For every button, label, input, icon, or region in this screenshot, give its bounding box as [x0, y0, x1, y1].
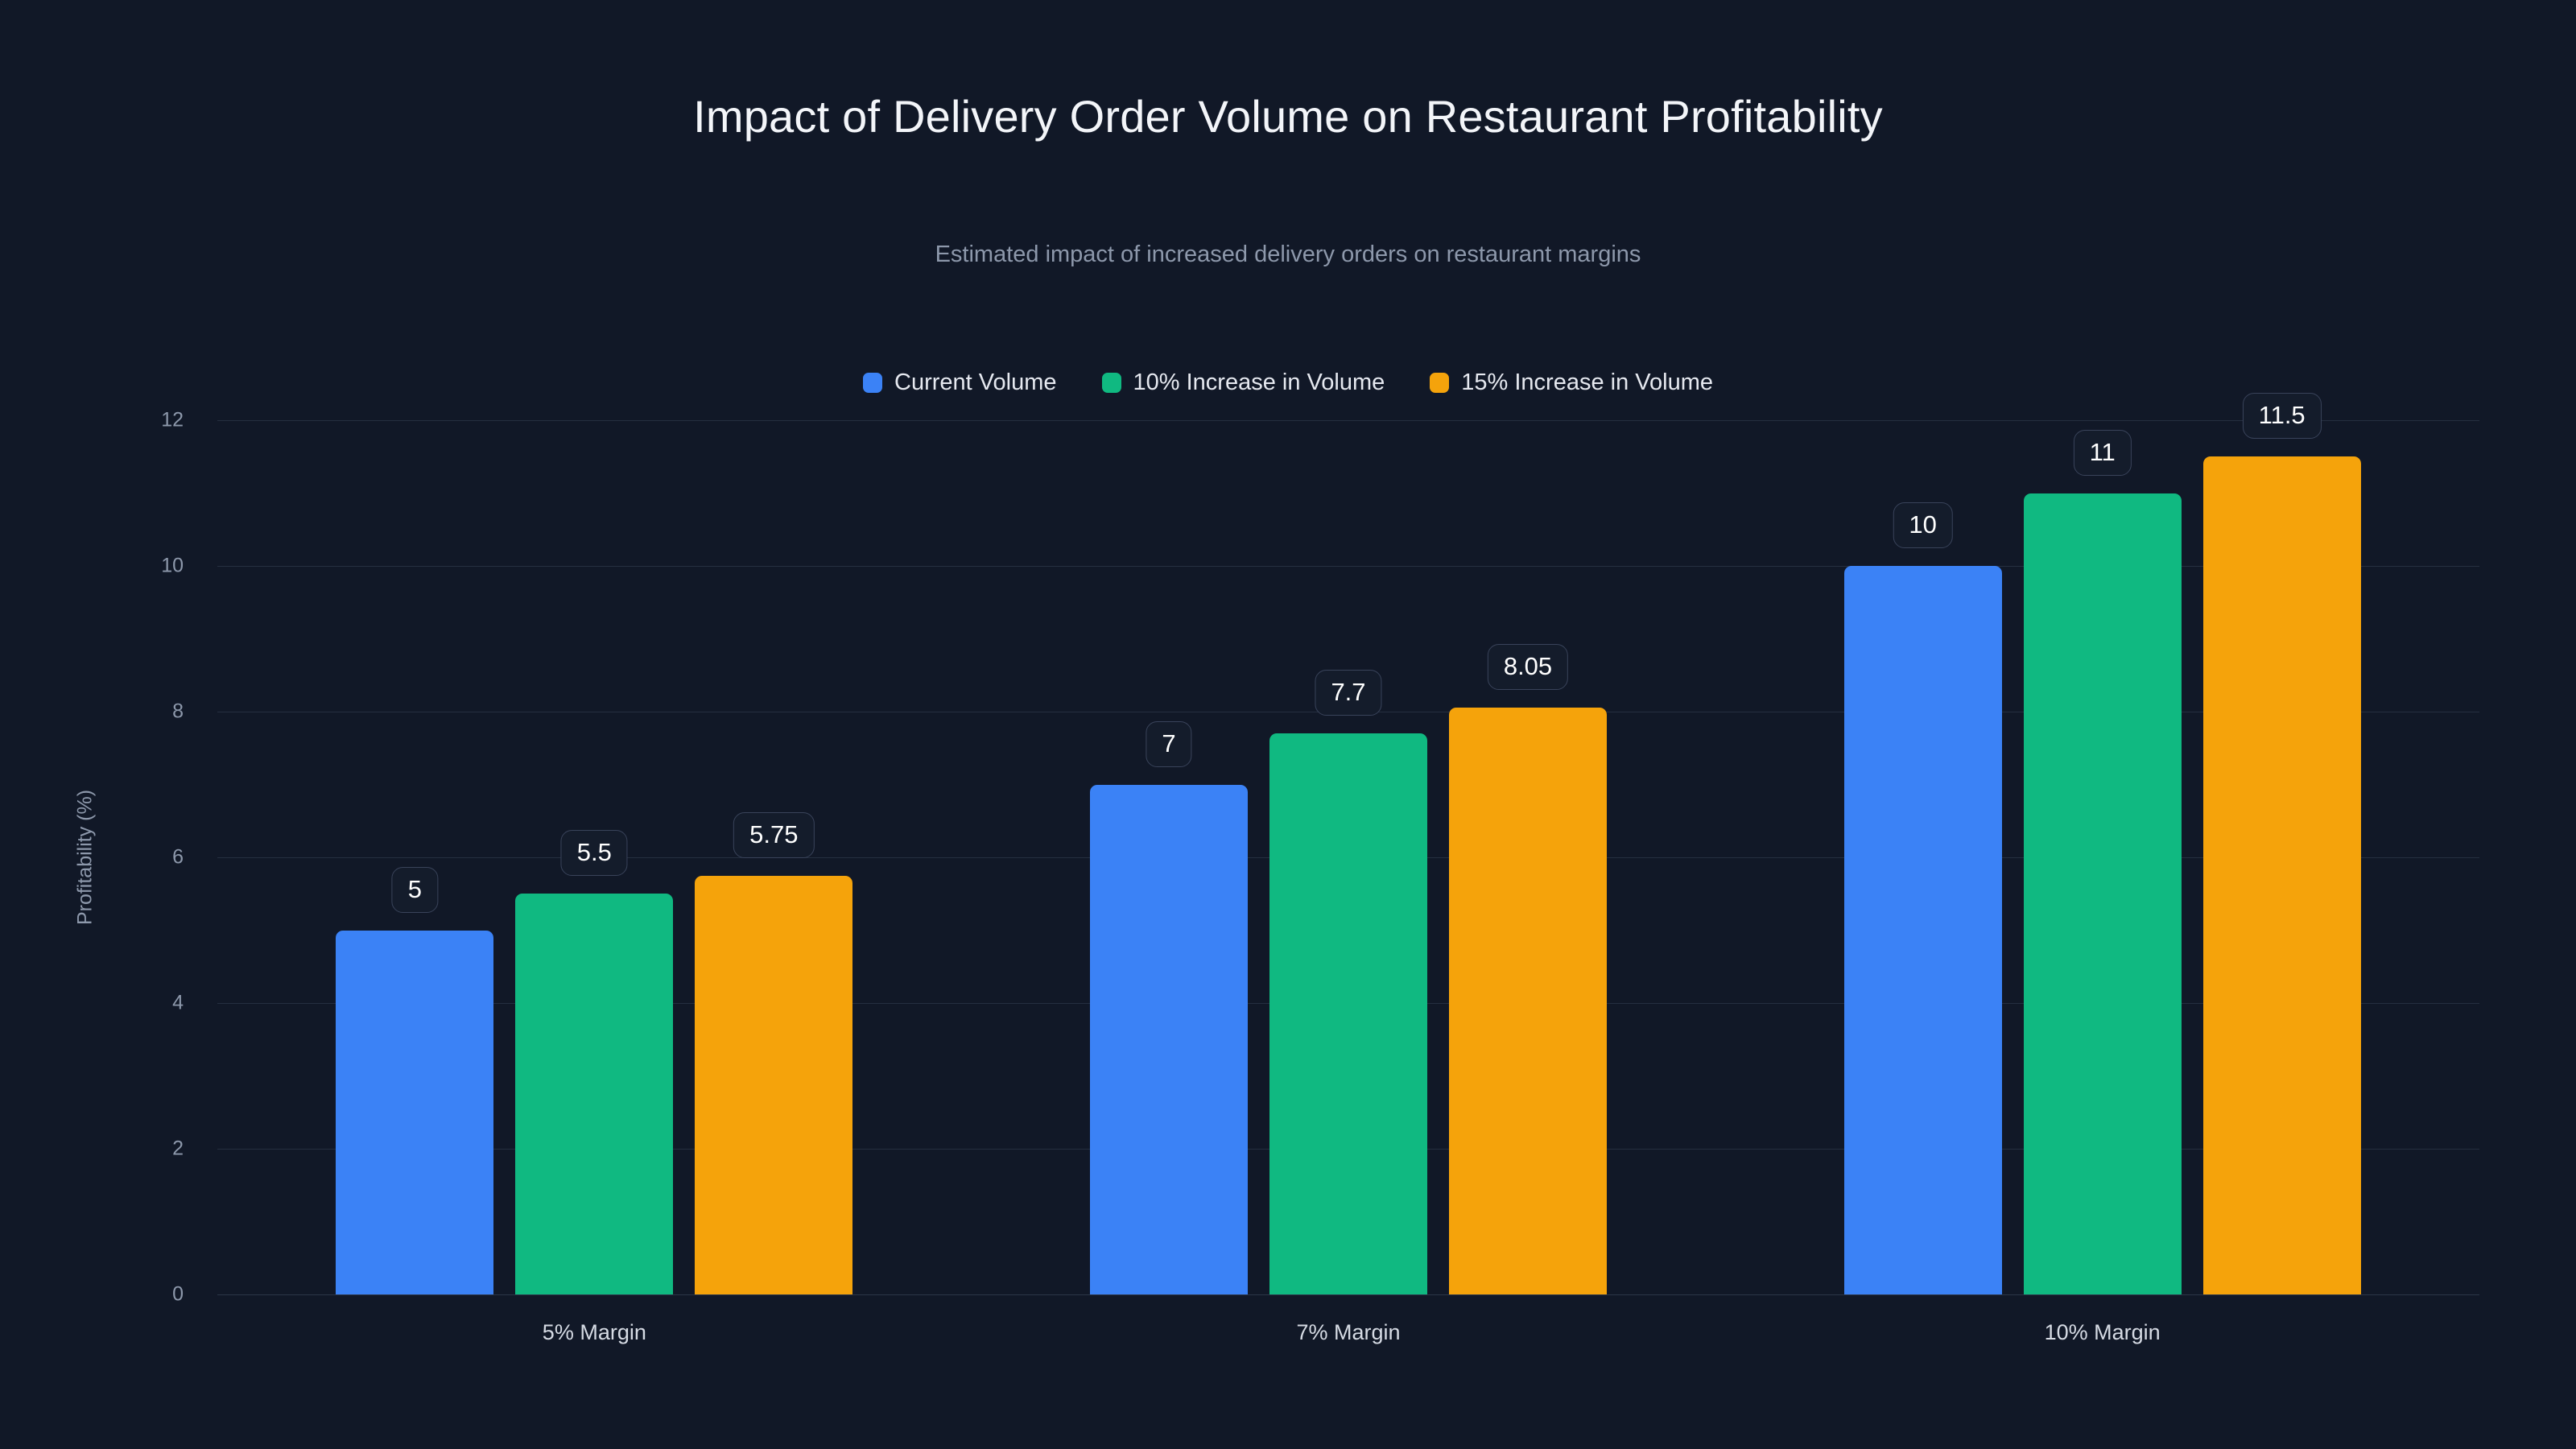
y-tick-2: 2: [172, 1137, 184, 1160]
legend-item-0[interactable]: Current Volume: [863, 369, 1057, 396]
y-tick-0: 0: [172, 1282, 184, 1306]
bar[interactable]: [336, 930, 494, 1294]
gridline-12: [217, 420, 2479, 421]
bar[interactable]: [2023, 493, 2182, 1294]
bar-value-label: 8.05: [1487, 644, 1569, 691]
bar[interactable]: [1269, 733, 1427, 1294]
chart-legend: Current Volume 10% Increase in Volume 15% …: [0, 369, 2576, 396]
bar[interactable]: [695, 875, 853, 1294]
x-tick-label: 5% Margin: [542, 1320, 646, 1344]
bar-value-label: 5.5: [560, 830, 628, 877]
plot-area: 5 5.5 5.75 7 7.7 8.05 10 11 11.5: [217, 393, 2479, 1295]
legend-item-2[interactable]: 15% Increase in Volume: [1430, 369, 1713, 396]
bar-value-label: 7.7: [1315, 670, 1382, 716]
x-axis-tick-labels: 5% Margin 7% Margin 10% Margin: [217, 1320, 2479, 1368]
bar-value-label: 11.5: [2242, 393, 2322, 440]
y-tick-12: 12: [161, 408, 184, 431]
y-axis-title: Profitability (%): [73, 789, 97, 926]
legend-label: Current Volume: [894, 369, 1057, 395]
bar-value-label: 11: [2073, 429, 2132, 476]
gridline-0: [217, 1294, 2479, 1295]
y-tick-4: 4: [172, 991, 184, 1014]
bar[interactable]: [1090, 784, 1248, 1294]
x-tick-label: 10% Margin: [2044, 1320, 2161, 1344]
legend-item-1[interactable]: 10% Increase in Volume: [1101, 369, 1385, 396]
gridline-10: [217, 566, 2479, 567]
legend-swatch-icon: [863, 373, 882, 393]
page-title: Impact of Delivery Order Volume on Resta…: [693, 91, 1883, 142]
legend-swatch-icon: [1101, 373, 1121, 393]
y-tick-6: 6: [172, 845, 184, 869]
bar[interactable]: [515, 894, 674, 1294]
y-axis-tick-labels: 0 2 4 6 8 10 12: [0, 409, 217, 1306]
legend-label: 15% Increase in Volume: [1461, 369, 1713, 395]
bar[interactable]: [1843, 566, 2002, 1294]
legend-swatch-icon: [1430, 373, 1450, 393]
y-tick-8: 8: [172, 700, 184, 723]
bar-value-label: 7: [1146, 720, 1192, 767]
bar-value-label: 5.75: [733, 811, 815, 858]
bar[interactable]: [2202, 456, 2361, 1294]
bar-value-label: 5: [391, 866, 438, 913]
x-tick-label: 7% Margin: [1296, 1320, 1401, 1344]
legend-label: 10% Increase in Volume: [1133, 369, 1385, 395]
chart-subtitle: Estimated impact of increased delivery o…: [935, 242, 1641, 267]
y-tick-10: 10: [161, 554, 184, 577]
bar-value-label: 10: [1893, 502, 1953, 548]
bar[interactable]: [1449, 708, 1607, 1294]
